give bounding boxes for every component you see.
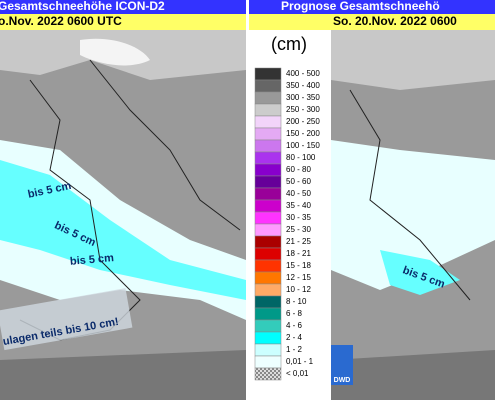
legend-swatch (254, 343, 282, 357)
legend-swatch (254, 67, 282, 81)
legend-unit: (cm) (271, 34, 307, 54)
legend-label: 300 - 350 (286, 93, 320, 102)
legend-label: 400 - 500 (286, 69, 320, 78)
legend-label: 6 - 8 (286, 309, 303, 318)
legend-swatch (254, 271, 282, 285)
legend-label: 150 - 200 (286, 129, 320, 138)
legend-label: < 0,01 (286, 369, 309, 378)
left-map (0, 30, 246, 400)
legend-label: 250 - 300 (286, 105, 320, 114)
panel-date: So. 20.Nov. 2022 0600 (333, 14, 457, 28)
legend-label: 25 - 30 (286, 225, 311, 234)
panel-title: Prognose Gesamtschneehö (281, 0, 440, 13)
legend-swatch (254, 211, 282, 225)
legend-swatch (254, 151, 282, 165)
legend-swatch (254, 187, 282, 201)
legend-swatch (254, 331, 282, 345)
legend-swatch (254, 127, 282, 141)
legend-swatch (254, 355, 282, 369)
legend-label: 4 - 6 (286, 321, 303, 330)
legend-swatch (254, 91, 282, 105)
separator (246, 0, 249, 400)
legend-swatch (254, 163, 282, 177)
legend-label: 1 - 2 (286, 345, 303, 354)
legend-swatch (254, 307, 282, 321)
header-bar (0, 0, 246, 14)
legend-label: 60 - 80 (286, 165, 311, 174)
header-bar (249, 0, 495, 14)
legend-swatch (254, 319, 282, 333)
legend-swatch (254, 175, 282, 189)
legend-swatch (254, 139, 282, 153)
legend-label: 350 - 400 (286, 81, 320, 90)
legend-label: 2 - 4 (286, 333, 303, 342)
legend-label: 35 - 40 (286, 201, 311, 210)
legend-swatch (254, 295, 282, 309)
date-bar (0, 14, 246, 30)
legend-label: 30 - 35 (286, 213, 311, 222)
annotation: bis 5 cm (69, 252, 114, 268)
legend-swatch (254, 259, 282, 273)
date-bar (249, 14, 495, 30)
legend-label: 40 - 50 (286, 189, 311, 198)
panel-date: o.Nov. 2022 0600 UTC (0, 14, 122, 28)
logo: DWD (334, 377, 351, 384)
legend-label: 8 - 10 (286, 297, 307, 306)
legend-label: 0,01 - 1 (286, 357, 314, 366)
legend-label: 80 - 100 (286, 153, 316, 162)
legend-swatch (254, 199, 282, 213)
legend-swatch (254, 247, 282, 261)
legend-label: 15 - 18 (286, 261, 311, 270)
legend-label: 100 - 150 (286, 141, 320, 150)
panel-title: Gesamtschneehöhe ICON-D2 (0, 0, 165, 13)
right-map (331, 30, 495, 400)
legend-label: 21 - 25 (286, 237, 311, 246)
legend-swatch (254, 79, 282, 93)
legend-swatch (254, 283, 282, 297)
legend-swatch (254, 367, 282, 381)
legend-swatch (254, 235, 282, 249)
legend-label: 200 - 250 (286, 117, 320, 126)
legend-swatch (254, 103, 282, 117)
legend-swatch (254, 115, 282, 129)
legend-swatch (254, 223, 282, 237)
legend-label: 10 - 12 (286, 285, 311, 294)
legend-label: 12 - 15 (286, 273, 311, 282)
legend-label: 18 - 21 (286, 249, 311, 258)
legend-label: 50 - 60 (286, 177, 311, 186)
